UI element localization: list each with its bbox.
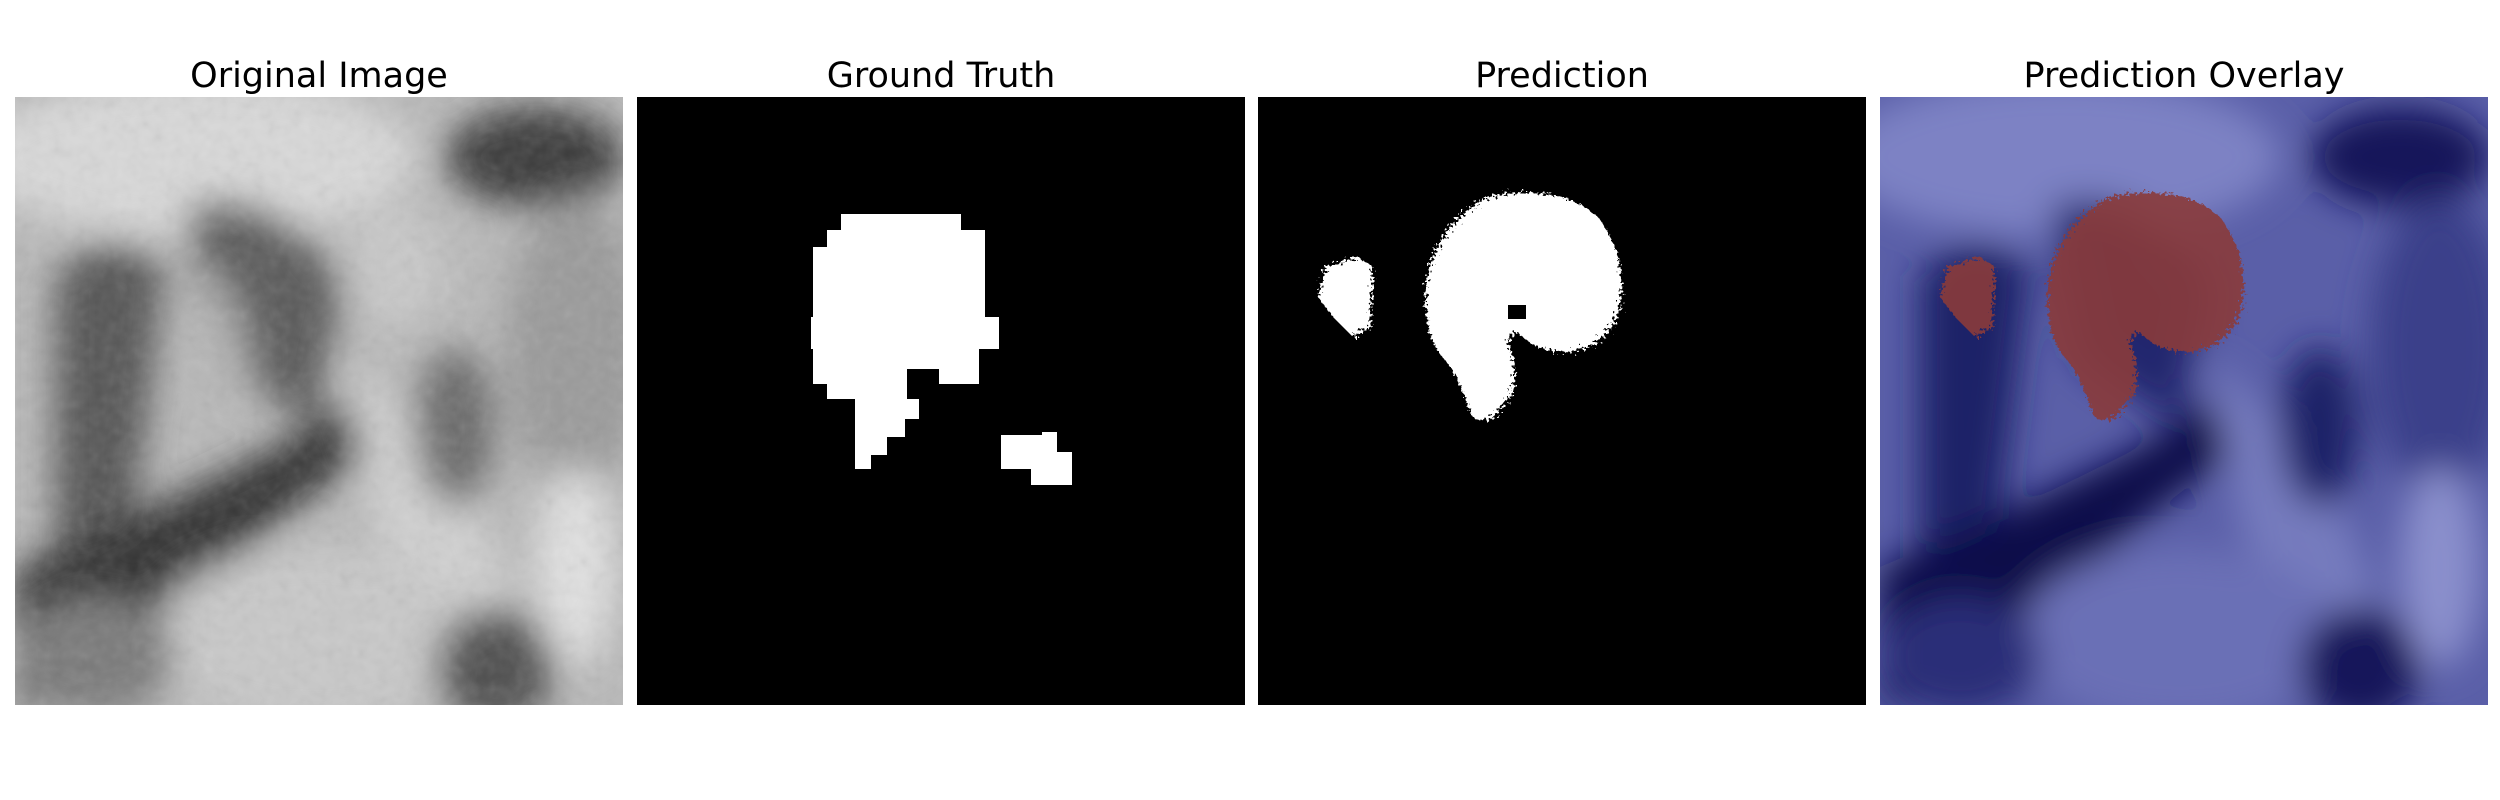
panel-title: Ground Truth [826,56,1056,96]
panel-title: Original Image [190,56,448,96]
panel-title: Prediction Overlay [2023,56,2345,96]
prediction-mask [1258,97,1866,705]
prediction-overlay-image [1880,97,2488,705]
panel-ground-truth: Ground Truth [637,0,1245,800]
panel-prediction: Prediction [1258,0,1866,800]
panel-title: Prediction [1475,56,1649,96]
overlay-prediction-region [1940,192,2244,421]
original-mri-image [15,97,623,705]
ground-truth-region [811,214,1072,485]
panel-original-image: Original Image [15,0,623,800]
panel-prediction-overlay: Prediction Overlay [1880,0,2488,800]
ground-truth-mask [637,97,1245,705]
